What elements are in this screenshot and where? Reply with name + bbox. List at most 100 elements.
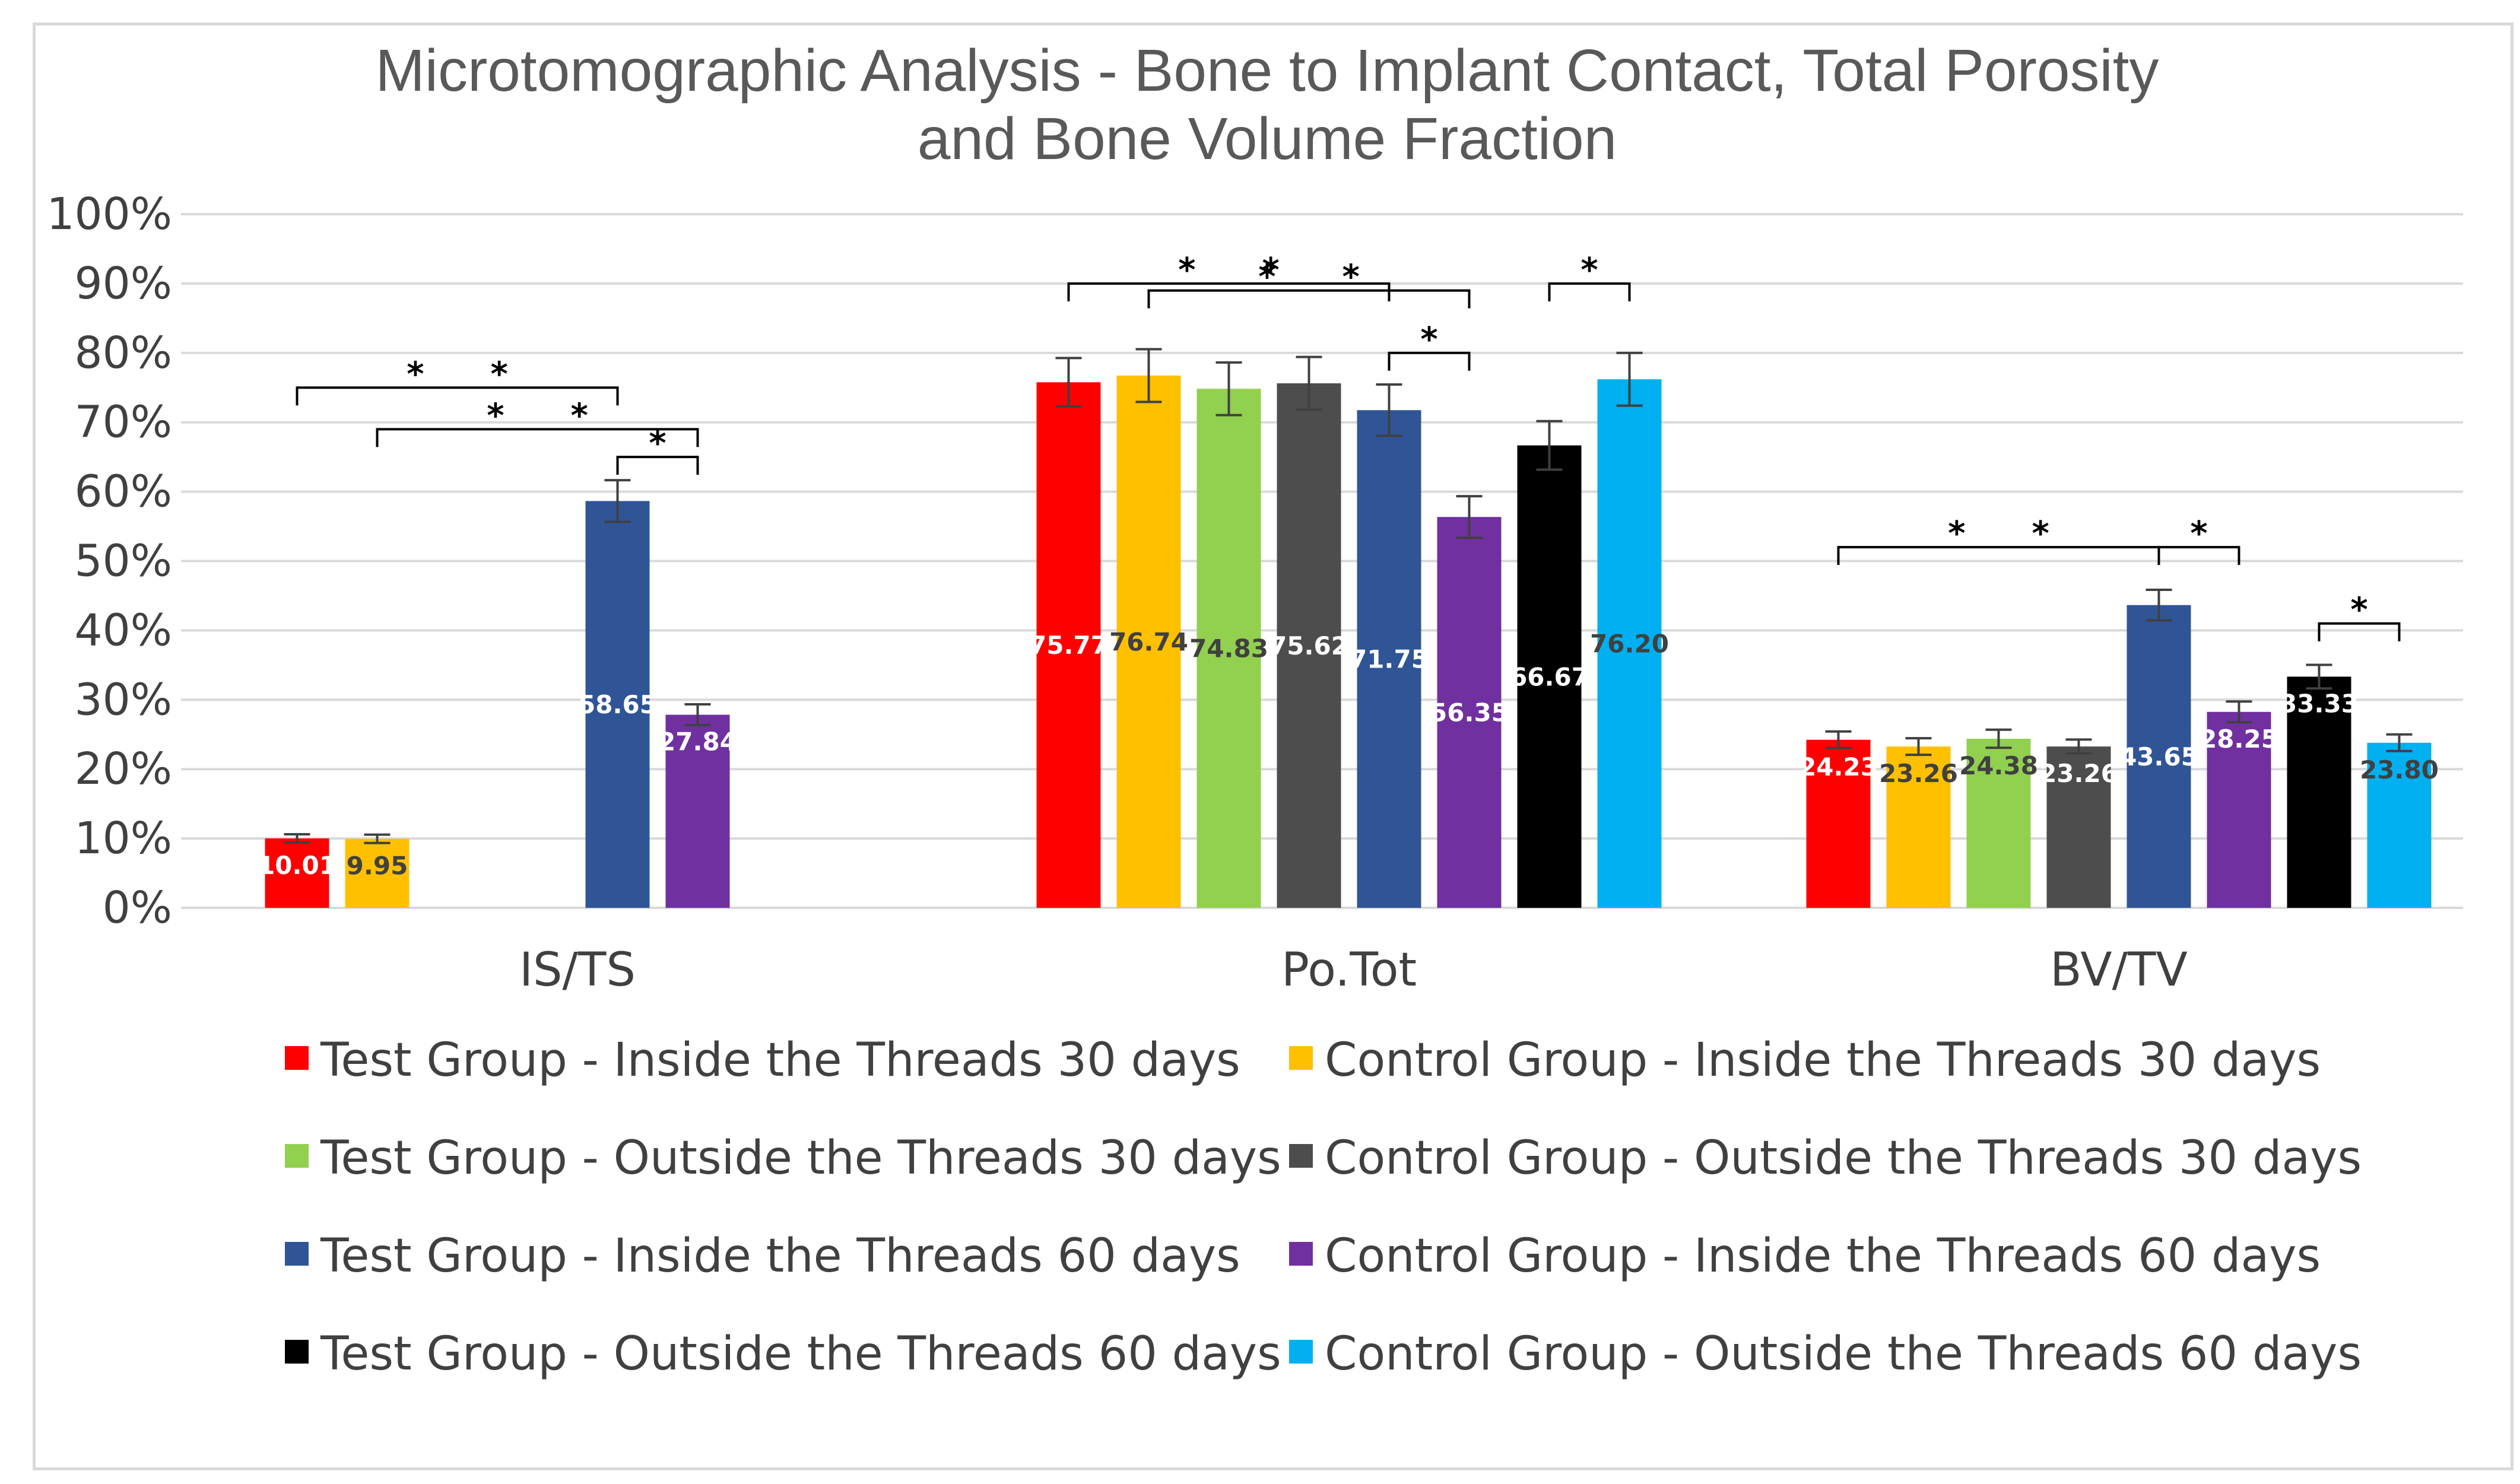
significance-label: * — [1580, 251, 1598, 290]
significance-bracket — [616, 456, 699, 475]
y-tick-label: 30% — [75, 674, 172, 725]
significance-bracket — [1548, 282, 1631, 301]
legend-label: Test Group - Outside the Threads 30 days — [320, 1132, 1281, 1185]
significance-bracket — [2318, 622, 2401, 641]
y-tick-label: 0% — [103, 882, 172, 933]
bar — [665, 714, 730, 908]
data-labels: 10.01 75.77 24.23 9.95 76.74 23.26 74.83 24.38 7… — [258, 627, 2439, 880]
bars — [265, 375, 2432, 908]
category-label: BV/TV — [2050, 943, 2188, 997]
significance-bracket — [1388, 351, 1471, 371]
significance-label: * * — [407, 355, 508, 393]
legend-swatch — [1289, 1046, 1313, 1070]
data-label: 71.75 — [1350, 645, 1429, 674]
y-tick-label: 60% — [75, 466, 172, 517]
legend-label: Test Group - Inside the Threads 60 days — [320, 1229, 1240, 1283]
data-label: 75.77 — [1029, 631, 1108, 660]
significance-bracket — [1147, 289, 1471, 309]
significance-bracket — [2157, 546, 2240, 565]
bar — [1886, 746, 1951, 908]
y-tick-label: 70% — [75, 397, 172, 448]
legend-swatch — [1289, 1242, 1313, 1266]
chart-title-line-1: Microtomographic Analysis - Bone to Impl… — [375, 37, 2159, 104]
significance-brackets: * ** *** ** **** * ** — [296, 251, 2401, 641]
bar — [1277, 383, 1341, 908]
significance-label: * — [649, 424, 666, 463]
legend-label: Control Group - Outside the Threads 30 d… — [1325, 1132, 2362, 1185]
bar — [585, 501, 650, 908]
y-tick-label: 10% — [75, 813, 172, 864]
data-label: 43.65 — [2119, 742, 2198, 771]
significance-label: * — [1420, 320, 1437, 359]
data-label: 9.95 — [347, 851, 408, 881]
legend-swatch — [1289, 1144, 1313, 1168]
legend-swatch — [285, 1144, 309, 1168]
significance-label: * * — [1178, 251, 1280, 290]
legend: Test Group - Inside the Threads 30 days C… — [285, 1034, 2362, 1381]
bar — [1116, 375, 1181, 908]
y-tick-label: 50% — [75, 536, 172, 587]
category-label: Po.Tot — [1281, 943, 1417, 997]
data-label: 56.35 — [1430, 698, 1509, 727]
bar — [1806, 739, 1871, 908]
data-label: 23.26 — [1879, 759, 1958, 788]
data-label: 27.84 — [658, 727, 737, 757]
bar — [1437, 517, 1502, 908]
significance-label: * — [2190, 514, 2207, 553]
data-label: 66.67 — [1510, 662, 1589, 691]
bar — [1966, 738, 2031, 908]
data-label: 33.33 — [2280, 689, 2359, 718]
legend-swatch — [285, 1046, 309, 1070]
data-label: 76.20 — [1590, 630, 1669, 659]
legend-label: Control Group - Outside the Threads 60 d… — [1325, 1327, 2362, 1381]
bar — [2046, 746, 2111, 908]
y-axis-ticks: 0% 10% 20% 30% 40% 50% 60% 70% 80% 90% 100% — [46, 189, 172, 933]
data-label: 24.38 — [1959, 751, 2038, 780]
y-tick-label: 80% — [75, 328, 172, 379]
data-label: 75.62 — [1269, 631, 1348, 660]
category-label: IS/TS — [519, 943, 636, 997]
chart-svg: Microtomographic Analysis - Bone to Impl… — [46, 37, 2463, 1381]
legend-swatch — [1289, 1340, 1313, 1364]
legend-label: Control Group - Inside the Threads 30 da… — [1325, 1034, 2321, 1087]
bar — [1517, 445, 1582, 908]
bar — [345, 838, 410, 908]
bar — [1597, 379, 1662, 908]
chart-title-line-2: and Bone Volume Fraction — [918, 106, 1617, 172]
data-label: 76.74 — [1109, 627, 1188, 656]
legend-label: Test Group - Outside the Threads 60 days — [320, 1327, 1281, 1381]
legend-label: Control Group - Inside the Threads 60 da… — [1325, 1229, 2321, 1283]
chart-title: Microtomographic Analysis - Bone to Impl… — [375, 37, 2159, 172]
bar — [265, 838, 329, 908]
bar — [2207, 711, 2271, 908]
legend-swatch — [285, 1242, 309, 1266]
legend-swatch — [285, 1340, 309, 1364]
significance-label: * — [2350, 591, 2367, 630]
data-label: 23.26 — [2039, 759, 2118, 788]
significance-bracket — [296, 386, 619, 406]
category-labels: IS/TS Po.Tot BV/TV — [519, 943, 2188, 997]
bar — [1036, 382, 1101, 908]
error-bars — [284, 348, 2413, 844]
bar — [2127, 605, 2191, 908]
significance-label: * * — [1258, 258, 1360, 297]
data-label: 10.01 — [258, 851, 337, 880]
y-tick-label: 100% — [46, 189, 172, 240]
data-label: 58.65 — [578, 690, 657, 719]
bar — [1196, 389, 1261, 908]
bar — [2367, 742, 2432, 908]
chart-frame: Microtomographic Analysis - Bone to Impl… — [33, 23, 2513, 1470]
data-label: 24.23 — [1799, 752, 1878, 781]
legend-label: Test Group - Inside the Threads 30 days — [320, 1034, 1240, 1087]
significance-label: * * — [1948, 514, 2049, 553]
data-label: 23.80 — [2360, 755, 2439, 784]
significance-bracket — [376, 428, 699, 447]
y-tick-label: 20% — [75, 743, 172, 795]
data-label: 74.83 — [1189, 634, 1268, 663]
data-label: 28.25 — [2200, 724, 2278, 754]
significance-bracket — [1067, 282, 1391, 301]
y-tick-label: 40% — [75, 605, 172, 656]
y-tick-label: 90% — [75, 258, 172, 309]
bar — [1357, 410, 1421, 908]
significance-label: * * — [487, 396, 588, 435]
